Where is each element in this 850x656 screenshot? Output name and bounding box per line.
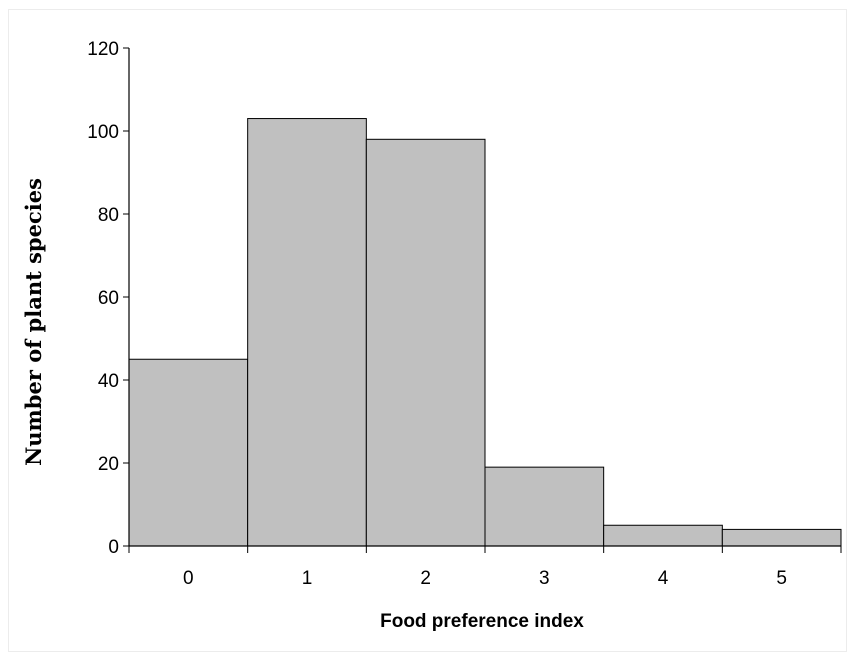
bar-3 (484, 466, 605, 547)
x-axis-title: Food preference index (380, 611, 584, 632)
x-tick-label-1: 1 (302, 568, 313, 589)
y-tick-label-0: 0 (108, 537, 119, 558)
x-tick-label-4: 4 (658, 568, 669, 589)
x-tick-label-0: 0 (183, 568, 194, 589)
tick-labels: 0 20 40 60 80 100 120 0 1 2 3 4 5 (87, 39, 787, 589)
bar-4 (603, 524, 723, 547)
y-tick-label-80: 80 (98, 205, 119, 226)
bar-5 (721, 528, 842, 547)
bar-2 (365, 138, 486, 547)
chart-frame (8, 9, 847, 652)
bar-1 (247, 118, 367, 547)
y-tick-label-60: 60 (98, 288, 119, 309)
y-tick-label-100: 100 (87, 122, 119, 143)
x-tick-label-3: 3 (539, 568, 550, 589)
y-tick-label-40: 40 (98, 371, 119, 392)
y-tick-label-20: 20 (98, 454, 119, 475)
y-axis-title: Number of plant species (21, 178, 46, 466)
x-tick-label-5: 5 (776, 568, 787, 589)
x-tick-label-2: 2 (420, 568, 431, 589)
bars (128, 118, 842, 547)
axes (123, 47, 842, 553)
bar-0 (128, 358, 249, 547)
y-tick-label-120: 120 (87, 39, 119, 60)
